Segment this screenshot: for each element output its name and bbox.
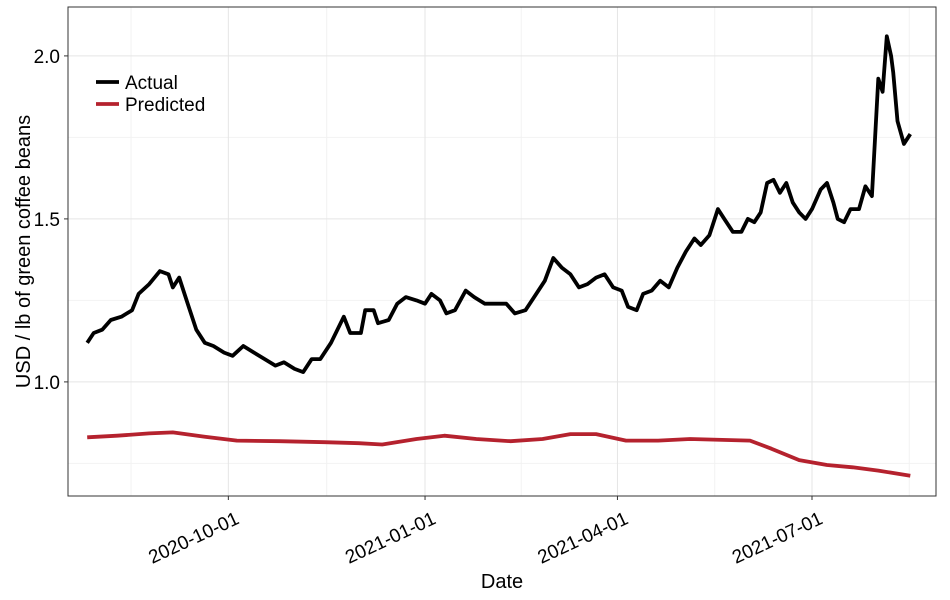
- axis-ticks: [64, 55, 813, 500]
- minor-gridlines: [68, 7, 936, 496]
- series-line-actual: [85, 34, 912, 374]
- y-tick-label: 1.5: [34, 210, 60, 231]
- major-gridlines: [68, 7, 936, 496]
- axis-tick-labels: 1.0 1.5 2.0 2020-10-01 2021-01-01 2021-04-01 2…: [34, 47, 827, 569]
- plot-panel-border: [67, 6, 937, 497]
- x-axis-title: Date: [481, 571, 523, 593]
- series-layer: [85, 34, 912, 478]
- legend-label-actual: Actual: [125, 73, 178, 94]
- y-tick-label: 2.0: [34, 47, 60, 68]
- series-line-predicted: [87, 430, 911, 478]
- legend-label-predicted: Predicted: [125, 95, 205, 116]
- x-tick-label: 2021-04-01: [535, 508, 632, 568]
- x-tick-label: 2020-10-01: [146, 508, 243, 568]
- x-tick-label: 2021-07-01: [729, 508, 826, 568]
- y-axis-title: USD / lb of green coffee beans: [13, 115, 35, 388]
- x-tick-label: 2021-01-01: [342, 508, 439, 568]
- y-tick-label: 1.0: [34, 373, 60, 394]
